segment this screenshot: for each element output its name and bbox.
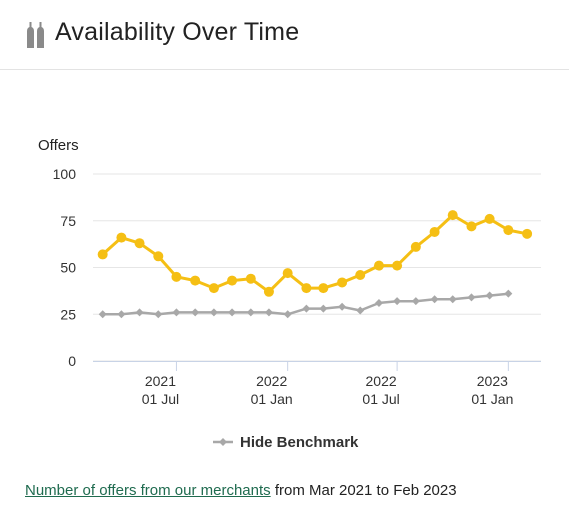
offers-data-point[interactable] [282,268,293,279]
benchmark-data-point[interactable] [504,289,513,298]
offers-data-point[interactable] [208,283,219,294]
benchmark-data-point[interactable] [283,310,292,319]
benchmark-data-point[interactable] [356,306,365,315]
legend-benchmark-marker[interactable] [219,438,227,446]
y-tick-label: 100 [53,166,77,182]
benchmark-data-point[interactable] [393,297,402,306]
offers-data-point[interactable] [245,273,256,284]
benchmark-data-point[interactable] [191,308,200,317]
benchmark-data-point[interactable] [467,293,476,302]
offers-data-point[interactable] [447,210,458,221]
offers-data-point[interactable] [466,221,477,232]
x-tick-label-year: 2021 [145,373,176,389]
x-tick-label-year: 2022 [366,373,397,389]
y-tick-label: 75 [60,213,76,229]
y-tick-label: 25 [60,306,76,322]
benchmark-data-point[interactable] [448,295,457,304]
offers-data-point[interactable] [171,271,182,282]
benchmark-data-point[interactable] [172,308,181,317]
benchmark-data-point[interactable] [302,304,311,313]
x-tick-label-year: 2023 [477,373,508,389]
offers-data-point[interactable] [134,238,145,249]
y-axis-label: Offers [38,137,79,154]
benchmark-data-point[interactable] [374,299,383,308]
x-tick-label-year: 2022 [256,373,287,389]
offers-data-point[interactable] [355,269,366,280]
offers-data-point[interactable] [503,225,514,236]
benchmark-data-point[interactable] [264,308,273,317]
offers-data-point[interactable] [190,275,201,286]
benchmark-data-point[interactable] [135,308,144,317]
x-tick-label-date: 01 Jan [251,391,293,407]
offers-data-point[interactable] [263,286,274,297]
offers-data-point[interactable] [522,228,533,239]
offers-data-point[interactable] [429,226,440,237]
offers-data-point[interactable] [301,283,312,294]
benchmark-data-point[interactable] [338,302,347,311]
benchmark-data-point[interactable] [485,291,494,300]
benchmark-data-point[interactable] [246,308,255,317]
offers-data-point[interactable] [227,275,238,286]
benchmark-data-point[interactable] [228,308,237,317]
caption-date-range: from Mar 2021 to Feb 2023 [270,482,457,499]
offers-data-point[interactable] [410,241,421,252]
wine-bottles-icon [27,22,44,48]
benchmark-data-point[interactable] [117,310,126,319]
x-tick-label-date: 01 Jan [471,391,513,407]
y-tick-label: 50 [60,260,76,276]
offers-data-point[interactable] [97,249,108,260]
benchmark-data-point[interactable] [319,304,328,313]
offers-data-point[interactable] [318,283,329,294]
offers-data-point[interactable] [337,277,348,288]
x-tick-label-date: 01 Jul [362,391,399,407]
offers-data-point[interactable] [484,213,495,224]
benchmark-data-point[interactable] [411,297,420,306]
legend-benchmark-toggle[interactable]: Hide Benchmark [240,434,359,451]
page-title: Availability Over Time [55,18,300,46]
chart-caption: Number of offers from our merchants from… [25,482,457,499]
benchmark-data-point[interactable] [209,308,218,317]
offers-data-point[interactable] [116,232,127,243]
y-tick-label: 0 [68,353,76,369]
section-header: Availability Over Time [0,0,569,70]
benchmark-data-point[interactable] [430,295,439,304]
offers-series-line [101,213,528,294]
x-tick-label-date: 01 Jul [142,391,179,407]
offers-data-point[interactable] [373,260,384,271]
offers-data-point[interactable] [392,260,403,271]
merchants-offers-link[interactable]: Number of offers from our merchants [25,482,271,499]
offers-data-point[interactable] [153,251,164,262]
availability-chart: Offers 0 25 50 75 100 2021 01 Jul 2022 01 Jan 2022… [38,137,541,451]
benchmark-data-point[interactable] [154,310,163,319]
benchmark-data-point[interactable] [98,310,107,319]
